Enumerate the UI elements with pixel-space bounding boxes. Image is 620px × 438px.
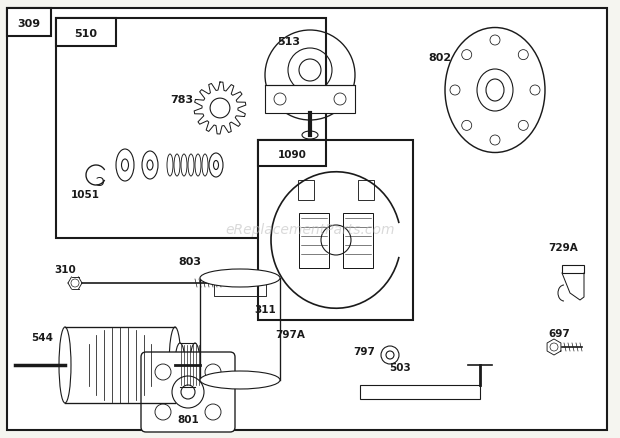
Ellipse shape [200,269,280,287]
Bar [56,18,326,238]
FancyBboxPatch shape [141,352,235,432]
Text: 697: 697 [548,329,570,339]
Text: 802: 802 [428,53,451,63]
Text: Ɔ: Ɔ [95,177,104,190]
Text: 309: 309 [17,19,40,29]
Ellipse shape [175,343,185,387]
Text: 310: 310 [54,265,76,275]
Text: 803: 803 [179,257,202,267]
Bar [265,85,355,113]
Text: 513: 513 [277,37,300,47]
Bar [258,140,413,320]
Text: 729A: 729A [548,243,578,253]
Text: 311: 311 [254,305,276,315]
Ellipse shape [190,343,200,387]
Ellipse shape [59,327,71,403]
Bar [343,212,373,268]
Bar [358,180,374,200]
Text: 783: 783 [170,95,193,105]
Text: eReplacementParts.com: eReplacementParts.com [225,223,395,237]
Bar [56,18,116,46]
Ellipse shape [302,131,318,139]
Bar [299,212,329,268]
Text: 1090: 1090 [278,150,306,160]
Text: 797A: 797A [275,330,305,340]
Bar [298,180,314,200]
Ellipse shape [200,371,280,389]
Ellipse shape [169,327,181,403]
Bar [7,8,51,36]
Text: 1051: 1051 [71,190,99,200]
Bar [562,265,584,273]
Text: 503: 503 [389,363,411,373]
Ellipse shape [445,28,545,152]
Text: 801: 801 [177,415,199,425]
Bar [258,140,326,166]
Text: 797: 797 [353,347,375,357]
Text: 510: 510 [74,29,97,39]
Text: 544: 544 [31,333,53,343]
Bar [360,385,480,399]
